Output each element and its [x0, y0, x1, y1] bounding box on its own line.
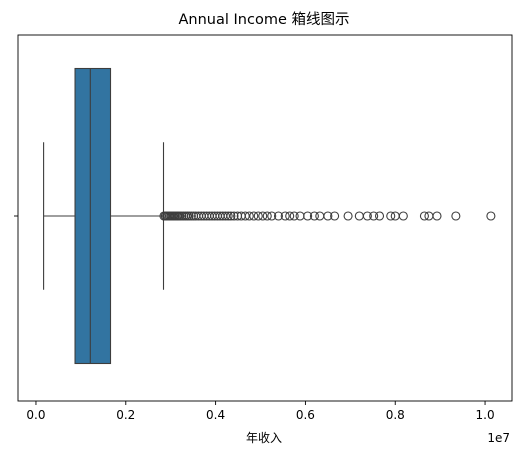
outlier-point — [354, 211, 364, 221]
outlier-point — [249, 211, 259, 221]
x-tick-label: 1.0 — [476, 408, 495, 422]
x-tick-label: 0.8 — [386, 408, 405, 422]
chart-title: Annual Income 箱线图示 — [179, 11, 350, 28]
outlier-point — [323, 211, 333, 221]
x-axis-label: 年收入 — [246, 431, 282, 445]
plot-frame — [17, 34, 513, 402]
outlier-point — [362, 211, 372, 221]
x-tick-label: 0.6 — [296, 408, 315, 422]
outlier-point — [262, 211, 272, 221]
outlier-point — [253, 211, 263, 221]
outlier-point — [486, 211, 496, 221]
outlier-point — [451, 211, 461, 221]
outlier-point — [330, 211, 340, 221]
x-axis: 0.0 0.2 0.4 0.6 0.8 1.0 — [14, 215, 495, 422]
outlier-point — [244, 211, 254, 221]
outlier-point — [303, 211, 313, 221]
outlier-point — [419, 211, 429, 221]
outlier-point — [289, 211, 299, 221]
outlier-point — [258, 211, 268, 221]
iqr-box — [74, 67, 112, 365]
boxplot-group — [43, 67, 165, 365]
outlier-point — [226, 211, 236, 221]
outlier-point — [386, 211, 396, 221]
outlier-point — [285, 211, 295, 221]
outlier-point — [309, 211, 319, 221]
outlier-point — [184, 211, 194, 221]
outlier-points — [159, 211, 496, 221]
x-tick-label: 0.0 — [26, 408, 45, 422]
outlier-point — [432, 211, 442, 221]
outlier-point — [343, 211, 353, 221]
outlier-point — [267, 211, 277, 221]
outlier-point — [223, 211, 233, 221]
outlier-point — [315, 211, 325, 221]
outlier-point — [280, 211, 290, 221]
outlier-point — [398, 211, 408, 221]
outlier-point — [374, 211, 385, 221]
outlier-point — [229, 211, 239, 221]
x-axis-scale-label: 1e7 — [487, 431, 510, 445]
outlier-point — [186, 211, 196, 221]
outlier-point — [273, 211, 284, 221]
outlier-point — [369, 211, 379, 221]
outlier-point — [295, 211, 305, 221]
x-tick-label: 0.4 — [206, 408, 225, 422]
x-tick-label: 0.2 — [116, 408, 135, 422]
